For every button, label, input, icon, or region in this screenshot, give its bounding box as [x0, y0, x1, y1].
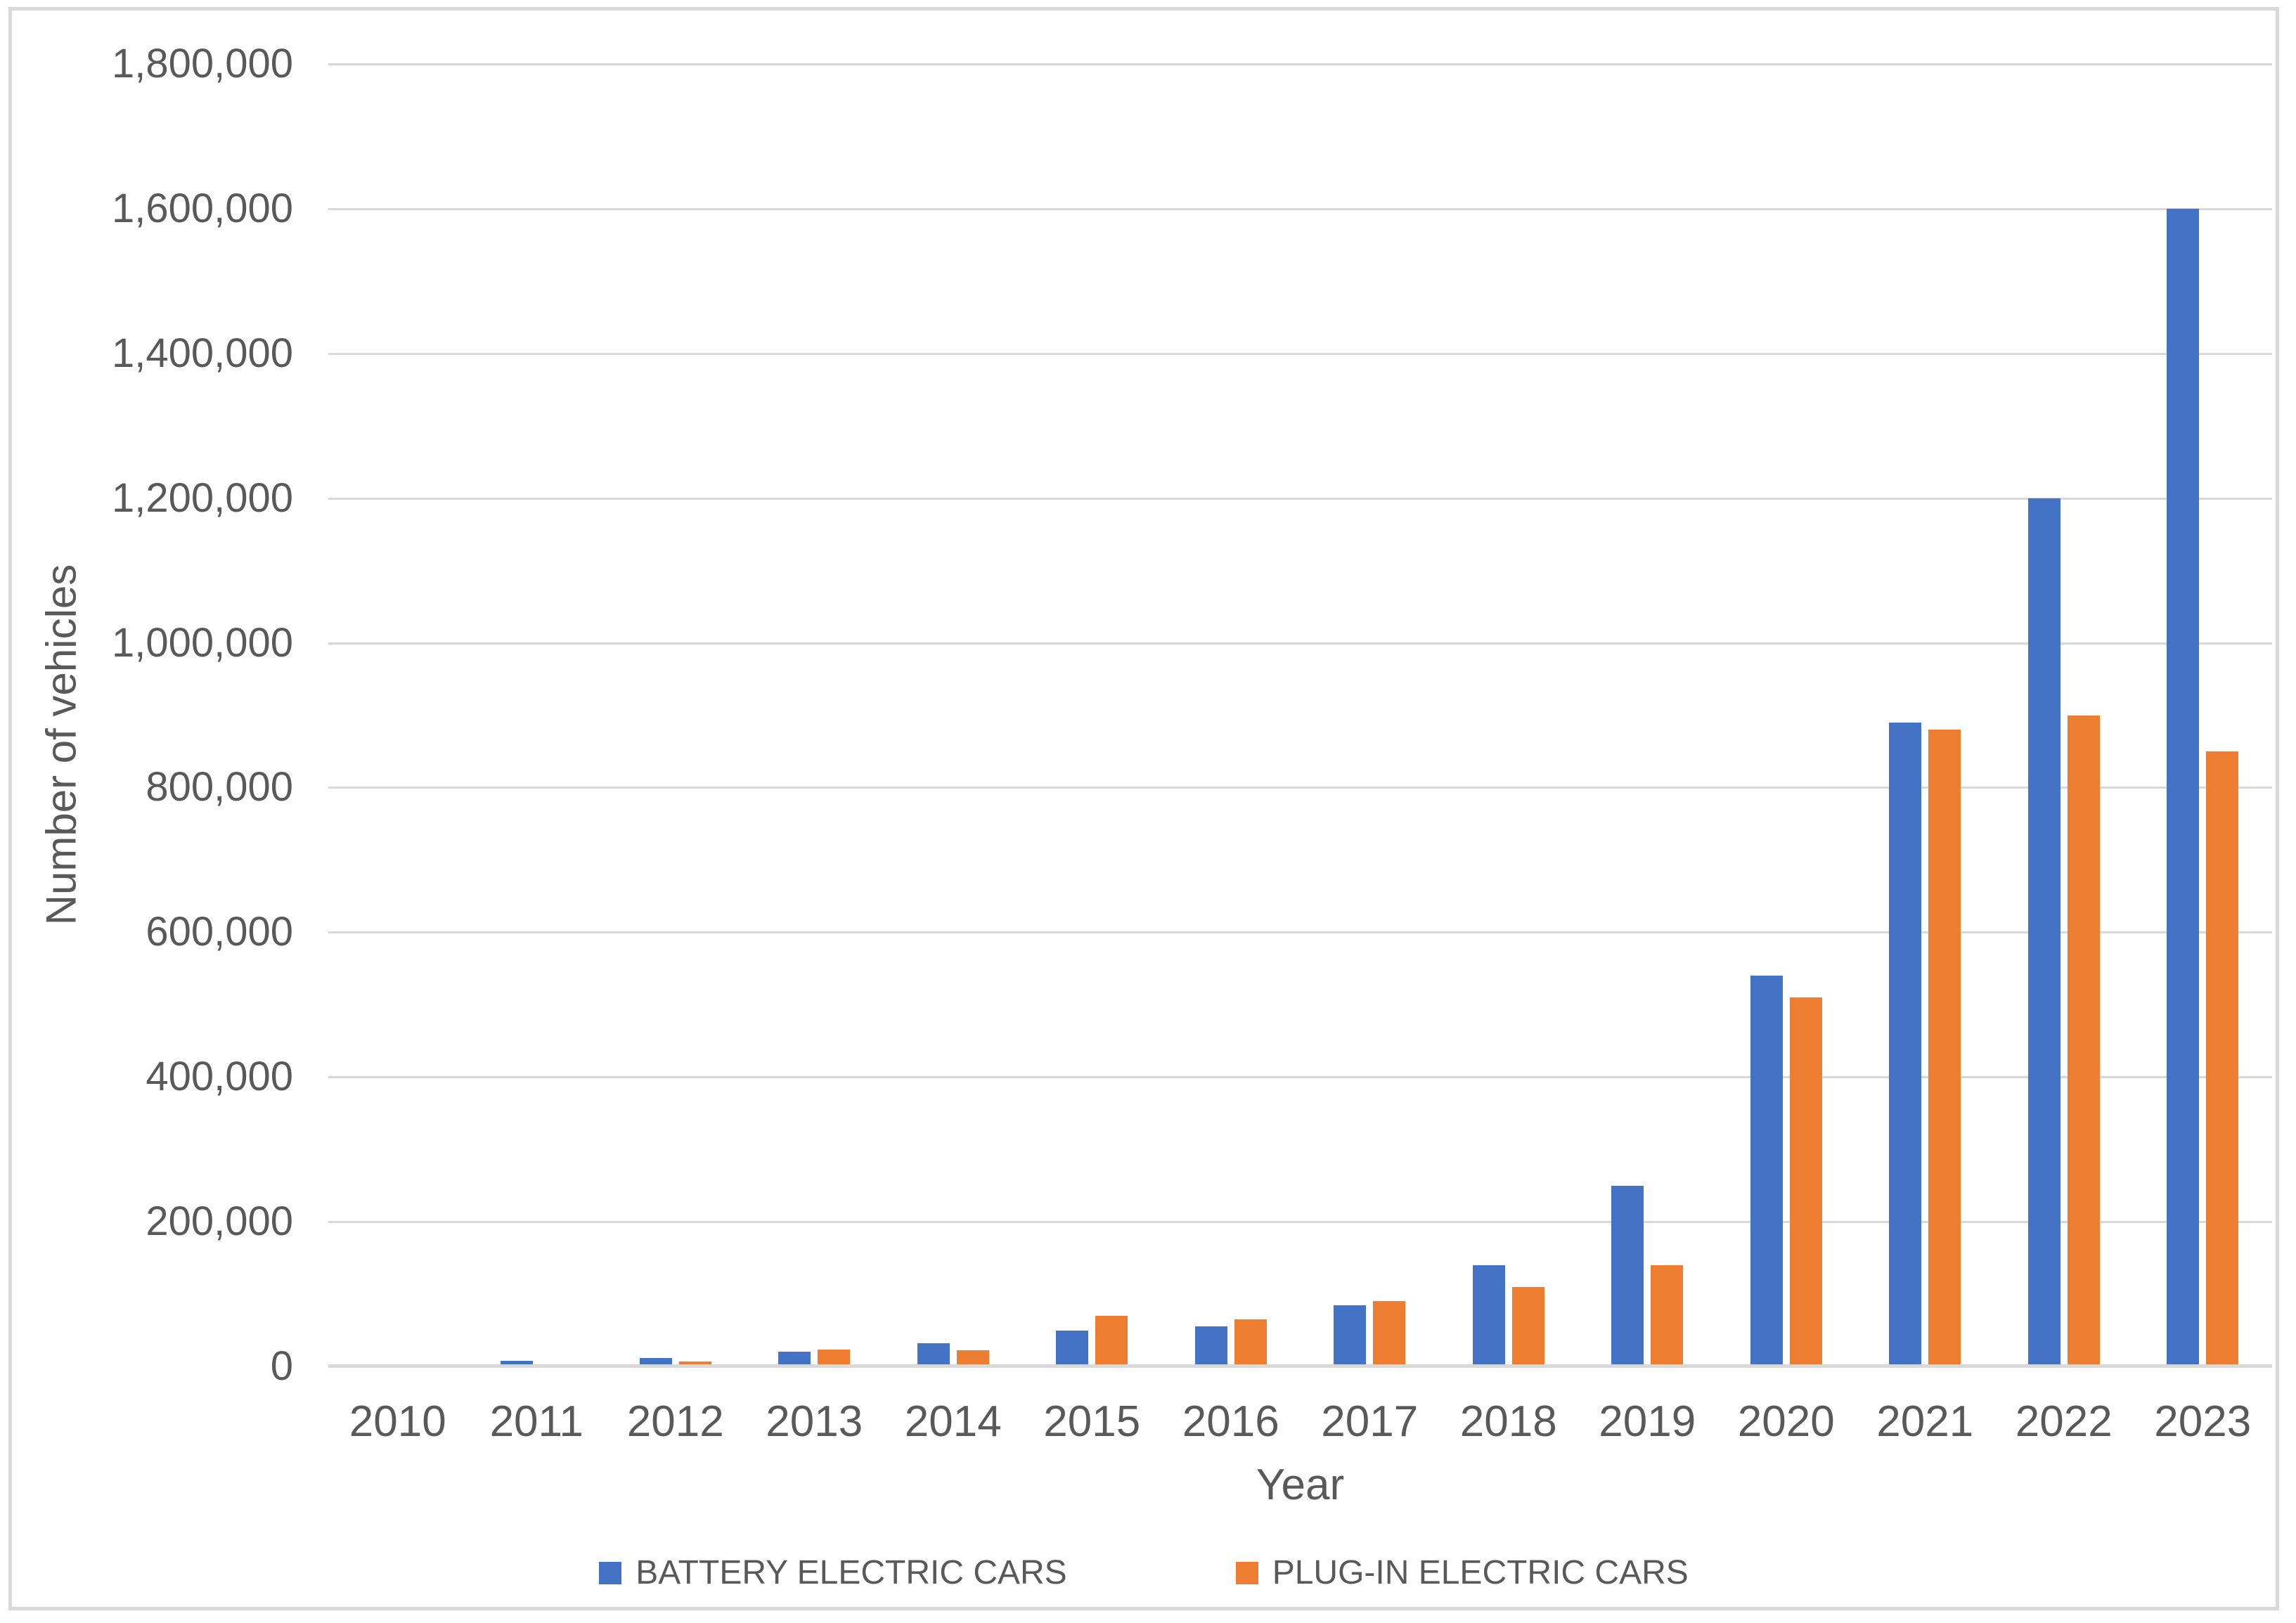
bar-groups: [328, 64, 2272, 1366]
bar-battery-electric-2018: [1472, 1265, 1505, 1366]
bar-plug-in-electric-2021: [1928, 730, 1961, 1366]
bar-battery-electric-2015: [1056, 1330, 1089, 1366]
y-tick-label: 1,400,000: [111, 330, 293, 376]
bar-group-2013: [745, 64, 884, 1366]
bar-group-2017: [1301, 64, 1440, 1366]
y-tick-label: 400,000: [146, 1054, 293, 1100]
y-tick-label: 200,000: [146, 1198, 293, 1245]
y-tick-label: 0: [270, 1343, 293, 1389]
bar-plug-in-electric-2016: [1234, 1319, 1267, 1366]
bar-battery-electric-2022: [2027, 498, 2060, 1366]
legend-label-battery-electric: BATTERY ELECTRIC CARS: [636, 1554, 1067, 1591]
bar-plug-in-electric-2013: [818, 1350, 851, 1366]
bar-plug-in-electric-2023: [2206, 751, 2239, 1366]
bar-plug-in-electric-2018: [1511, 1286, 1544, 1366]
bar-battery-electric-2020: [1750, 976, 1783, 1366]
x-tick-label-2020: 2020: [1737, 1397, 1835, 1446]
bar-plug-in-electric-2022: [2067, 715, 2100, 1366]
bar-battery-electric-2011: [501, 1360, 534, 1366]
y-tick-label: 800,000: [146, 764, 293, 810]
y-tick-label: 1,000,000: [111, 619, 293, 666]
gridline: [328, 352, 2272, 355]
x-tick-label-2012: 2012: [626, 1397, 724, 1446]
bar-group-2023: [2134, 64, 2273, 1366]
x-axis-tick-labels: 2010 2011 2012 2013 2014 2015 2016 2017 2018 2019…: [328, 1397, 2272, 1447]
bar-group-2011: [467, 64, 607, 1366]
x-tick-label-2010: 2010: [349, 1397, 446, 1446]
bar-group-2016: [1161, 64, 1301, 1366]
x-axis-title: Year: [1256, 1461, 1345, 1509]
gridline: [328, 1076, 2272, 1079]
bar-battery-electric-2023: [2167, 208, 2200, 1366]
gridline: [328, 497, 2272, 500]
legend: BATTERY ELECTRIC CARS PLUG-IN ELECTRIC CA…: [12, 1553, 2276, 1592]
y-tick-label: 1,800,000: [111, 41, 293, 86]
bar-battery-electric-2017: [1334, 1305, 1367, 1366]
gridline: [328, 642, 2272, 645]
y-axis-title-text: Number of vehicles: [37, 564, 85, 926]
bar-group-2020: [1717, 64, 1856, 1366]
chart-container: Number of vehicles 1,800,000 1,600,000 1,4…: [8, 7, 2279, 1610]
gridline: [328, 63, 2272, 65]
gridline: [328, 931, 2272, 934]
legend-swatch-battery-electric: [599, 1561, 622, 1584]
gridline: [328, 1221, 2272, 1224]
legend-label-plug-in-electric: PLUG-IN ELECTRIC CARS: [1272, 1554, 1689, 1591]
bar-battery-electric-2014: [917, 1343, 950, 1366]
x-tick-label-2015: 2015: [1043, 1397, 1141, 1446]
bar-group-2010: [328, 64, 467, 1366]
x-tick-label-2013: 2013: [766, 1397, 863, 1446]
bar-group-2018: [1439, 64, 1578, 1366]
bar-plug-in-electric-2014: [956, 1350, 989, 1366]
gridline: [328, 787, 2272, 789]
x-tick-label-2016: 2016: [1182, 1397, 1279, 1446]
legend-swatch-plug-in-electric: [1235, 1561, 1258, 1584]
legend-item-battery-electric: BATTERY ELECTRIC CARS: [599, 1553, 1067, 1592]
bar-plug-in-electric-2020: [1789, 997, 1822, 1366]
x-tick-label-2017: 2017: [1321, 1397, 1419, 1446]
bar-group-2019: [1578, 64, 1717, 1366]
bar-battery-electric-2019: [1611, 1185, 1644, 1366]
y-tick-label: 1,200,000: [111, 474, 293, 521]
x-tick-label-2011: 2011: [489, 1397, 583, 1446]
x-tick-label-2022: 2022: [2015, 1397, 2113, 1446]
bar-group-2012: [606, 64, 745, 1366]
bar-battery-electric-2016: [1194, 1326, 1227, 1366]
x-tick-label-2018: 2018: [1459, 1397, 1557, 1446]
y-tick-label: 600,000: [146, 909, 293, 955]
x-tick-label-2014: 2014: [904, 1397, 1002, 1446]
bar-battery-electric-2021: [1889, 722, 1922, 1366]
bar-plug-in-electric-2019: [1651, 1265, 1684, 1366]
x-axis-line: [328, 1364, 2272, 1368]
bar-group-2014: [884, 64, 1023, 1366]
bar-group-2022: [1994, 64, 2134, 1366]
bar-plug-in-electric-2012: [678, 1361, 711, 1366]
x-tick-label-2023: 2023: [2154, 1397, 2252, 1446]
bar-battery-electric-2013: [778, 1352, 811, 1366]
bar-group-2021: [1856, 64, 1995, 1366]
plot-area: [328, 63, 2272, 1368]
x-tick-label-2019: 2019: [1599, 1397, 1696, 1446]
bar-group-2015: [1023, 64, 1162, 1366]
bar-plug-in-electric-2017: [1373, 1301, 1406, 1366]
bar-battery-electric-2012: [639, 1357, 672, 1366]
gridline: [328, 207, 2272, 210]
y-tick-label: 1,600,000: [111, 185, 293, 231]
legend-item-plug-in-electric: PLUG-IN ELECTRIC CARS: [1235, 1553, 1689, 1592]
x-tick-label-2021: 2021: [1876, 1397, 1974, 1446]
bar-plug-in-electric-2015: [1095, 1315, 1128, 1366]
